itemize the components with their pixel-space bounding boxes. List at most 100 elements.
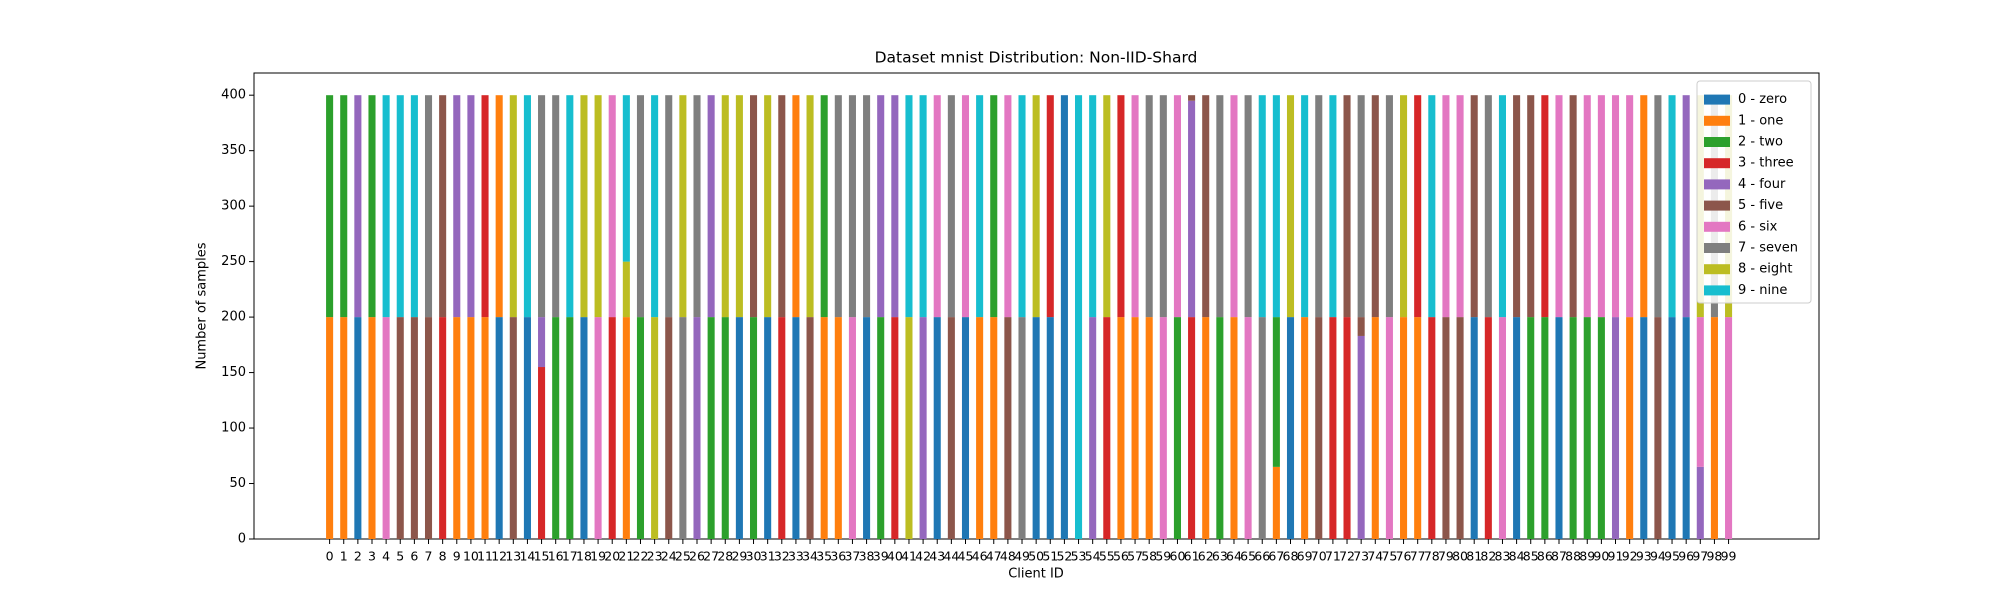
legend-label: 3 - three [1738,156,1794,171]
x-tick-label: 56 [1113,549,1129,564]
bar-segment [1654,95,1662,318]
bar-segment [1258,95,1266,318]
bar-segment [693,95,701,318]
x-tick-label: 81 [1466,549,1482,564]
bar-segment [1286,95,1295,318]
bar-segment [721,95,729,318]
bar-segment [410,95,418,318]
bar-segment [594,95,602,318]
bar-segment [1131,95,1139,318]
bar-segment [1018,95,1026,318]
x-tick-label: 35 [816,549,832,564]
bar-segment [1032,95,1040,318]
bar-segment [1456,95,1464,318]
bar-segment [1230,317,1238,539]
x-tick-label: 85 [1523,549,1539,564]
y-tick-label: 100 [221,421,246,436]
legend-swatch [1704,285,1730,296]
legend-swatch [1704,264,1730,275]
y-axis-label: Number of samples [195,242,210,369]
bar-segment [495,95,503,318]
y-tick-label: 400 [221,88,246,103]
bar-segment [764,95,772,318]
bar-segment [354,95,362,318]
x-tick-label: 89 [1579,549,1595,564]
bar-segment [1456,317,1464,539]
x-tick-label: 34 [802,549,818,564]
bar-segment [1145,95,1153,318]
bar-segment [863,317,871,539]
bar-segment [764,317,772,539]
bar-segment [806,95,814,318]
bar-segment [834,95,842,318]
x-tick-label: 40 [887,549,903,564]
x-tick-label: 65 [1240,549,1256,564]
bar-segment [933,95,941,318]
bar-segment [1301,95,1309,318]
x-tick-label: 4 [382,549,390,564]
bar-segment [1343,95,1351,318]
bar-segment [1541,317,1549,539]
bar-segment [538,317,546,368]
bar-segment [1527,95,1535,318]
bar-segment [1216,95,1224,318]
bar-segment [707,317,715,539]
bar-segment [580,95,588,318]
x-tick-label: 43 [929,549,945,564]
x-tick-label: 5 [396,549,404,564]
bar-segment [622,95,630,262]
bar-segment [1145,317,1153,539]
bar-segment [1513,317,1521,539]
legend-label: 1 - one [1738,113,1783,128]
bar-segment [1075,95,1083,539]
x-tick-label: 1 [340,549,348,564]
x-tick-label: 3 [368,549,376,564]
bar-segment [382,317,390,539]
bar-segment [1046,317,1054,539]
bar-segment [594,317,602,539]
y-tick-label: 50 [229,476,246,491]
x-tick-label: 42 [915,549,931,564]
bar-segment [424,317,433,539]
x-tick-label: 33 [788,549,804,564]
bar-segment [439,95,447,318]
x-tick-label: 47 [986,549,1002,564]
x-axis-label: Client ID [1008,567,1064,582]
bar-segment [382,95,390,318]
bar-segment [863,95,871,318]
x-tick-label: 77 [1410,549,1426,564]
bar-segment [947,95,955,318]
x-tick-label: 95 [1664,549,1680,564]
legend-swatch [1704,221,1730,232]
bar-segment [1484,317,1492,539]
bar-segment [806,317,814,539]
bar-segment [608,317,616,539]
bar-segment [1103,95,1111,318]
x-tick-label: 10 [463,549,479,564]
bar-segment [933,317,941,539]
y-tick-label: 0 [238,532,246,547]
x-tick-label: 31 [760,549,776,564]
x-tick-label: 69 [1297,549,1313,564]
x-tick-label: 21 [618,549,634,564]
bar-segment [1555,317,1563,539]
x-tick-label: 68 [1283,549,1299,564]
bar-segment [848,95,856,318]
bar-segment [396,95,404,318]
x-tick-label: 86 [1537,549,1553,564]
legend-label: 7 - seven [1738,241,1798,256]
bar-segment [1654,317,1662,539]
bar-segment [1428,317,1436,539]
x-tick-label: 48 [1000,549,1016,564]
x-tick-label: 27 [703,549,719,564]
bar-segment [834,317,842,539]
x-tick-label: 93 [1636,549,1652,564]
legend-swatch [1704,158,1730,169]
bar-segment [1611,317,1620,539]
bar-segment [523,317,531,539]
bar-segment [1400,317,1408,539]
bar-segment [1569,95,1577,318]
bar-segment [1343,317,1351,539]
bar-segment [665,317,673,539]
bar-segment [1696,466,1704,539]
